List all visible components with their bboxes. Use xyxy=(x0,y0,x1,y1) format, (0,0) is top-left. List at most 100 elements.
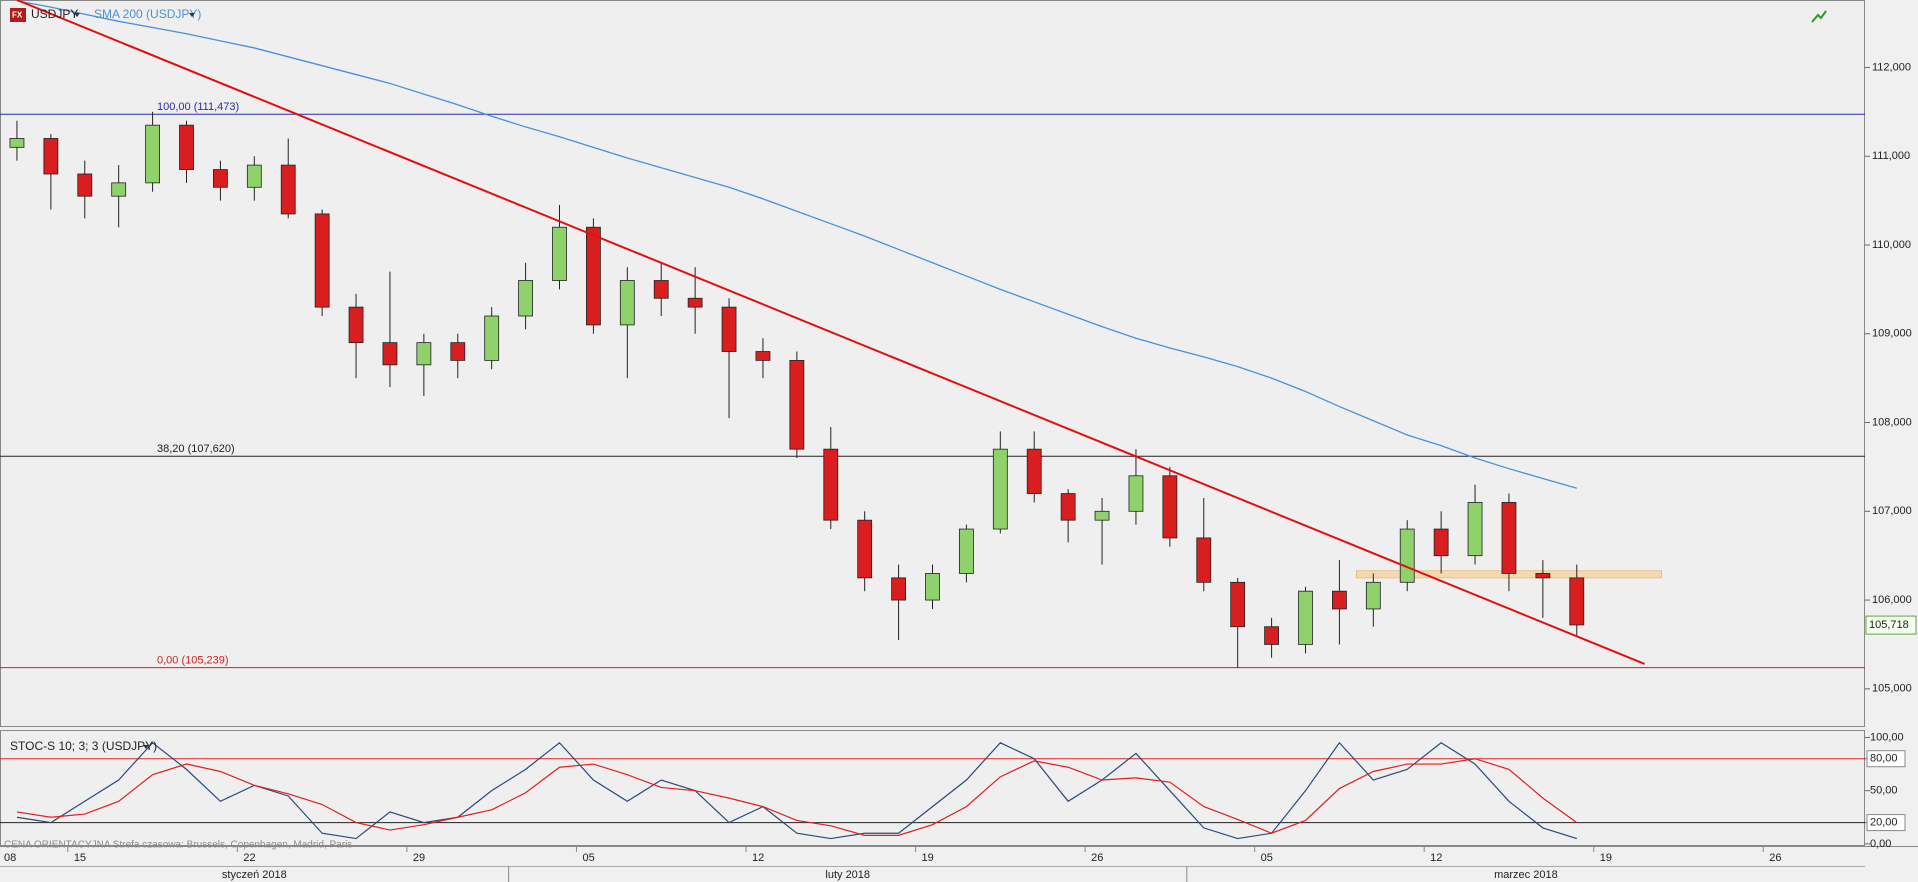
candle-body xyxy=(1467,502,1483,557)
candle-body xyxy=(1298,590,1313,645)
y-tick-label: 108,000 xyxy=(1872,416,1912,428)
candle-body xyxy=(992,448,1008,530)
stoch-line xyxy=(16,758,1578,836)
y-tick-label: 107,000 xyxy=(1872,505,1912,517)
x-tick-label: 15 xyxy=(74,852,86,864)
y-tick-label: 106,000 xyxy=(1872,594,1912,606)
fib-label: 38,20 (107,620) xyxy=(157,443,235,455)
candle-body xyxy=(619,280,635,326)
trendline xyxy=(16,0,1645,665)
candle-body xyxy=(687,297,703,308)
candle-body xyxy=(925,573,940,601)
dropdown[interactable] xyxy=(143,745,149,749)
fx-icon xyxy=(10,8,26,22)
candle-body xyxy=(246,164,262,188)
dropdown[interactable] xyxy=(74,13,80,17)
candle-body xyxy=(552,226,567,281)
y-tick-label: 20,00 xyxy=(1870,816,1898,828)
candle-body xyxy=(1162,475,1178,539)
candle-body xyxy=(789,359,805,450)
candle-body xyxy=(653,280,669,299)
plot-group: 100,00 (111,473) 38,20 (107,620) 0,00 (105… xyxy=(0,0,1865,669)
candle-body xyxy=(348,306,364,344)
candle-body xyxy=(314,213,330,308)
candle-body xyxy=(518,280,533,317)
candle-body xyxy=(77,173,93,197)
candle-body xyxy=(484,315,500,361)
candle-body xyxy=(1230,581,1246,628)
x-tick-label: 22 xyxy=(243,852,255,864)
y-tick-label: 50,00 xyxy=(1870,785,1898,797)
candle-body xyxy=(1569,577,1585,626)
candle-body xyxy=(179,124,194,170)
candle-body xyxy=(213,169,228,188)
last-price-box xyxy=(1865,615,1917,635)
y-tick-label: 110,000 xyxy=(1872,239,1911,251)
tick-box xyxy=(1866,814,1906,832)
candle-body xyxy=(959,528,974,574)
candle-body xyxy=(1128,475,1144,512)
fib-label: 100,00 (111,473) xyxy=(157,101,239,113)
plot-group xyxy=(0,741,1865,840)
candle-body xyxy=(586,226,601,326)
tick-box xyxy=(1866,750,1906,768)
candle-body xyxy=(382,342,398,366)
fx-icon-text: FX xyxy=(12,11,23,20)
y-tick-label: 0,00 xyxy=(1870,838,1891,850)
candle-body xyxy=(111,182,127,197)
stoch-panel xyxy=(0,730,1865,846)
last-price-label: 105,718 xyxy=(1869,619,1909,631)
indicator-label[interactable]: SMA 200 (USDJPY) xyxy=(94,7,201,21)
sma-line xyxy=(16,0,1577,489)
y-tick-label: 109,000 xyxy=(1872,328,1912,340)
trend-icon[interactable] xyxy=(1811,10,1827,23)
candle-body xyxy=(1535,573,1551,579)
candle-body xyxy=(280,164,296,215)
y-tick-label: 111,000 xyxy=(1872,150,1910,162)
candle-body xyxy=(1332,590,1347,610)
x-tick-label: 26 xyxy=(1769,852,1781,864)
y-tick-label: 105,000 xyxy=(1872,683,1912,695)
x-tick-label: 29 xyxy=(413,852,425,864)
month-label: luty 2018 xyxy=(825,869,870,881)
price-panel xyxy=(0,0,1865,727)
fib-label: 0,00 (105,239) xyxy=(157,655,229,667)
candle-body xyxy=(1433,528,1449,557)
candle-body xyxy=(721,306,737,352)
x-tick-label: 05 xyxy=(582,852,594,864)
x-tick-label: 12 xyxy=(752,852,764,864)
y-tick-label: 100,00 xyxy=(1870,731,1904,743)
candle-body xyxy=(891,577,906,601)
candle-body xyxy=(1196,537,1212,583)
candle-body xyxy=(1264,626,1279,645)
candle-body xyxy=(416,342,432,366)
candle-body xyxy=(755,351,771,361)
candle-body xyxy=(450,342,466,361)
footer-note: CENA ORIENTACYJNA Strefa czasowa: Brusse… xyxy=(4,840,352,851)
y-tick-label: 112,000 xyxy=(1872,61,1911,73)
month-label: marzec 2018 xyxy=(1494,869,1558,881)
candle-body xyxy=(1094,510,1110,521)
candle-body xyxy=(1501,502,1517,574)
candle-body xyxy=(1026,448,1042,494)
stoch-line xyxy=(16,741,1577,840)
x-tick-label: 12 xyxy=(1430,852,1442,864)
x-tick-label: 05 xyxy=(1261,852,1273,864)
candle-body xyxy=(857,519,873,579)
symbol-label[interactable]: USDJPY xyxy=(31,7,78,21)
candle-body xyxy=(1060,493,1076,521)
y-tick-label: 80,00 xyxy=(1870,753,1898,765)
dropdown[interactable] xyxy=(189,13,195,17)
candle-body xyxy=(145,124,160,184)
month-label: styczeń 2018 xyxy=(222,869,287,881)
x-tick-label: 26 xyxy=(1091,852,1103,864)
x-tick-label: 19 xyxy=(1600,852,1612,864)
candle-body xyxy=(1365,581,1381,610)
stoch-label[interactable]: STOC-S 10; 3; 3 (USDJPY) xyxy=(10,739,157,753)
candle-body xyxy=(9,138,25,148)
candle-body xyxy=(823,448,839,521)
x-tick-label: 19 xyxy=(922,852,934,864)
x-tick-label: 08 xyxy=(4,852,16,864)
